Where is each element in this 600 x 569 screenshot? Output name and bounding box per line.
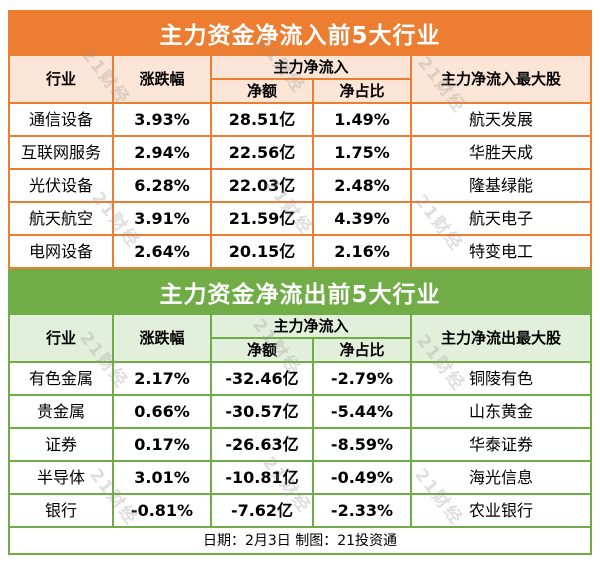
cell-change: 6.28% bbox=[114, 170, 210, 201]
cell-top-stock: 海光信息 bbox=[412, 462, 590, 493]
cell-industry: 证券 bbox=[10, 429, 112, 460]
inflow-header-industry: 行业 bbox=[10, 56, 112, 102]
cell-net-amount: 21.59亿 bbox=[212, 203, 312, 234]
inflow-grid: 行业 涨跌幅 主力净流入 主力净流入最大股 净额 净占比 通信设备 3.93% … bbox=[10, 56, 590, 267]
cell-industry: 银行 bbox=[10, 495, 112, 526]
cell-industry: 通信设备 bbox=[10, 104, 112, 135]
cell-net-ratio: -8.59% bbox=[314, 429, 410, 460]
cell-net-amount: 20.15亿 bbox=[212, 236, 312, 267]
outflow-grid: 行业 涨跌幅 主力净流入 主力净流出最大股 净额 净占比 有色金属 2.17% … bbox=[10, 315, 590, 553]
outflow-header-net-ratio: 净占比 bbox=[314, 339, 410, 361]
cell-industry: 有色金属 bbox=[10, 363, 112, 394]
inflow-table: 主力资金净流入前5大行业 行业 涨跌幅 主力净流入 主力净流入最大股 净额 净占… bbox=[8, 10, 592, 269]
cell-net-ratio: -2.33% bbox=[314, 495, 410, 526]
outflow-table: 主力资金净流出前5大行业 行业 涨跌幅 主力净流入 主力净流出最大股 净额 净占… bbox=[8, 269, 592, 555]
outflow-header-industry: 行业 bbox=[10, 315, 112, 361]
cell-industry: 航天航空 bbox=[10, 203, 112, 234]
outflow-header-change: 涨跌幅 bbox=[114, 315, 210, 361]
cell-change: 3.91% bbox=[114, 203, 210, 234]
inflow-header-top-stock: 主力净流入最大股 bbox=[412, 56, 590, 102]
cell-net-ratio: 1.49% bbox=[314, 104, 410, 135]
cell-top-stock: 特变电工 bbox=[412, 236, 590, 267]
cell-net-amount: -7.62亿 bbox=[212, 495, 312, 526]
cell-industry: 互联网服务 bbox=[10, 137, 112, 168]
cell-industry: 贵金属 bbox=[10, 396, 112, 427]
inflow-header-change: 涨跌幅 bbox=[114, 56, 210, 102]
outflow-header-group: 主力净流入 bbox=[212, 315, 410, 337]
cell-industry: 电网设备 bbox=[10, 236, 112, 267]
cell-change: 2.64% bbox=[114, 236, 210, 267]
cell-top-stock: 华胜天成 bbox=[412, 137, 590, 168]
cell-top-stock: 航天电子 bbox=[412, 203, 590, 234]
footer-note: 日期：2月3日 制图：21投资通 bbox=[10, 528, 590, 553]
cell-net-ratio: 4.39% bbox=[314, 203, 410, 234]
cell-top-stock: 隆基绿能 bbox=[412, 170, 590, 201]
cell-change: 3.93% bbox=[114, 104, 210, 135]
cell-industry: 半导体 bbox=[10, 462, 112, 493]
cell-net-amount: -26.63亿 bbox=[212, 429, 312, 460]
cell-net-amount: 22.03亿 bbox=[212, 170, 312, 201]
cell-net-ratio: -2.79% bbox=[314, 363, 410, 394]
inflow-header-group: 主力净流入 bbox=[212, 56, 410, 78]
cell-net-amount: -30.57亿 bbox=[212, 396, 312, 427]
cell-net-amount: 28.51亿 bbox=[212, 104, 312, 135]
cell-net-ratio: 2.16% bbox=[314, 236, 410, 267]
outflow-table-title: 主力资金净流出前5大行业 bbox=[159, 282, 441, 308]
cell-net-ratio: 1.75% bbox=[314, 137, 410, 168]
cell-net-ratio: -5.44% bbox=[314, 396, 410, 427]
cell-top-stock: 华泰证券 bbox=[412, 429, 590, 460]
cell-net-ratio: 2.48% bbox=[314, 170, 410, 201]
outflow-header-net-amount: 净额 bbox=[212, 339, 312, 361]
cell-net-amount: -32.46亿 bbox=[212, 363, 312, 394]
cell-top-stock: 山东黄金 bbox=[412, 396, 590, 427]
cell-change: 0.17% bbox=[114, 429, 210, 460]
cell-change: 0.66% bbox=[114, 396, 210, 427]
inflow-table-title: 主力资金净流入前5大行业 bbox=[159, 23, 441, 49]
inflow-header-net-ratio: 净占比 bbox=[314, 80, 410, 102]
cell-top-stock: 航天发展 bbox=[412, 104, 590, 135]
cell-industry: 光伏设备 bbox=[10, 170, 112, 201]
cell-net-ratio: -0.49% bbox=[314, 462, 410, 493]
cell-change: 2.17% bbox=[114, 363, 210, 394]
cell-change: -0.81% bbox=[114, 495, 210, 526]
cell-top-stock: 铜陵有色 bbox=[412, 363, 590, 394]
cell-top-stock: 农业银行 bbox=[412, 495, 590, 526]
cell-net-amount: -10.81亿 bbox=[212, 462, 312, 493]
inflow-header-net-amount: 净额 bbox=[212, 80, 312, 102]
cell-net-amount: 22.56亿 bbox=[212, 137, 312, 168]
outflow-header-top-stock: 主力净流出最大股 bbox=[412, 315, 590, 361]
cell-change: 2.94% bbox=[114, 137, 210, 168]
cell-change: 3.01% bbox=[114, 462, 210, 493]
